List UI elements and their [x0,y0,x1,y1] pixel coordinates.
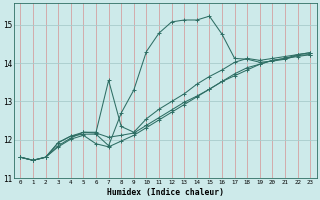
X-axis label: Humidex (Indice chaleur): Humidex (Indice chaleur) [107,188,224,197]
